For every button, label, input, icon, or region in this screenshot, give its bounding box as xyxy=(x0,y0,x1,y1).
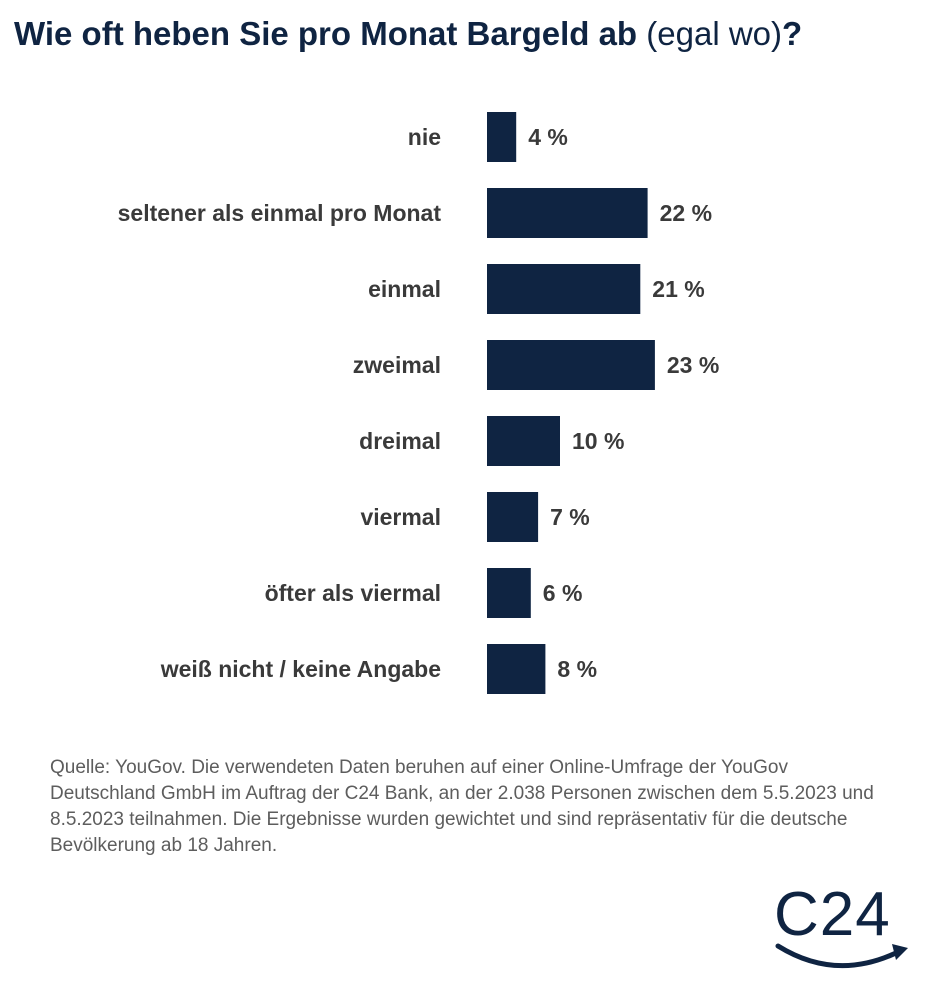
title-parenthetical: (egal wo) xyxy=(646,15,782,52)
chart-title: Wie oft heben Sie pro Monat Bargeld ab (… xyxy=(14,12,914,56)
bar xyxy=(487,416,560,466)
value-label: 22 % xyxy=(660,200,712,226)
category-label: seltener als einmal pro Monat xyxy=(118,200,442,226)
bar xyxy=(487,568,531,618)
value-label: 23 % xyxy=(667,352,719,378)
bar xyxy=(487,264,641,314)
c24-logo: C24 xyxy=(766,880,916,980)
category-label: weiß nicht / keine Angabe xyxy=(160,656,441,682)
title-main: Wie oft heben Sie pro Monat Bargeld ab xyxy=(14,15,638,52)
title-suffix: ? xyxy=(782,15,803,52)
bar xyxy=(487,644,546,694)
value-label: 4 % xyxy=(528,124,568,150)
value-label: 6 % xyxy=(543,580,583,606)
source-note: Quelle: YouGov. Die verwendeten Daten be… xyxy=(50,757,874,856)
category-label: zweimal xyxy=(353,352,441,378)
category-label: einmal xyxy=(368,276,441,302)
category-label: dreimal xyxy=(359,428,441,454)
logo-text: C24 xyxy=(774,880,891,949)
bar xyxy=(487,112,517,162)
bar-chart: nie 4 % seltener als einmal pro Monat 22 % e… xyxy=(118,112,719,694)
value-label: 7 % xyxy=(550,504,590,530)
bar xyxy=(487,492,539,542)
value-label: 8 % xyxy=(557,656,597,682)
category-label: viermal xyxy=(360,504,441,530)
value-label: 10 % xyxy=(572,428,624,454)
value-label: 21 % xyxy=(652,276,704,302)
bar xyxy=(487,340,655,390)
bar xyxy=(487,188,648,238)
category-label: öfter als viermal xyxy=(265,580,441,606)
category-label: nie xyxy=(408,124,441,150)
logo-swoosh-icon xyxy=(775,943,908,969)
